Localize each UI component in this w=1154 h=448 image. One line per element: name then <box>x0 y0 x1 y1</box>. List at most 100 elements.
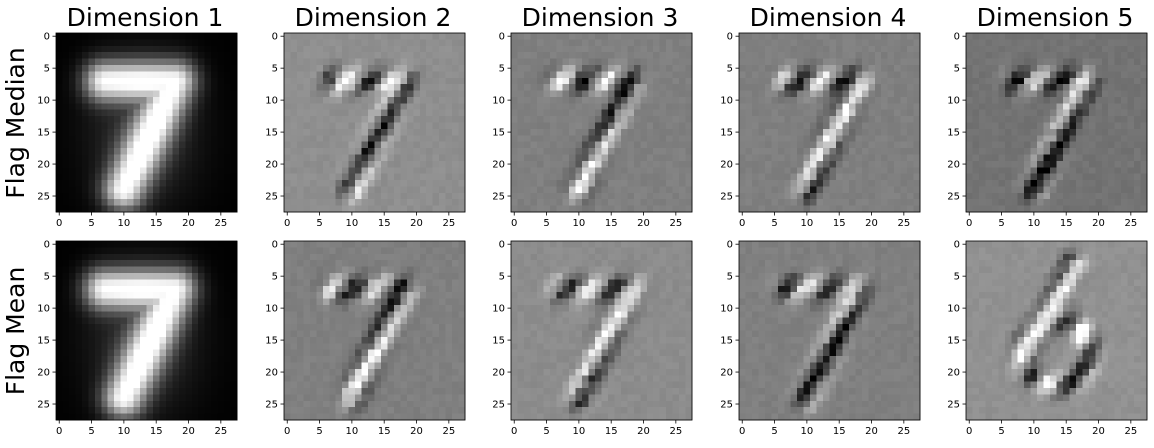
heatmap-cell <box>536 71 544 79</box>
heatmap-cell <box>204 167 212 174</box>
heatmap-cell <box>348 148 356 155</box>
heatmap-cell <box>107 324 115 331</box>
heatmap-cell <box>640 186 648 194</box>
heatmap-cell <box>1121 77 1128 85</box>
heatmap-cell <box>114 356 121 363</box>
heatmap-cell <box>1017 154 1025 162</box>
heatmap-cell <box>679 205 686 213</box>
heatmap-cell <box>452 64 459 72</box>
heatmap-cell <box>985 135 993 143</box>
heatmap-cell <box>823 71 830 79</box>
heatmap-cell <box>107 362 115 370</box>
heatmap-cell <box>784 199 792 206</box>
heatmap-cell <box>640 58 648 66</box>
heatmap-cell <box>165 381 173 389</box>
heatmap-cell <box>387 148 395 155</box>
heatmap-cell <box>913 58 921 66</box>
heatmap-cell <box>114 141 121 149</box>
heatmap-cell <box>549 45 557 53</box>
heatmap-cell <box>316 77 324 85</box>
heatmap-cell <box>101 279 109 287</box>
heatmap-cell <box>355 116 362 123</box>
heatmap-cell <box>913 77 921 85</box>
heatmap-cell <box>855 141 863 149</box>
heatmap-cell <box>556 192 564 200</box>
heatmap-cell <box>868 33 876 40</box>
heatmap-cell <box>120 96 128 104</box>
heatmap-cell <box>56 52 63 59</box>
heatmap-cell <box>224 381 231 389</box>
heatmap-cell <box>81 154 89 162</box>
heatmap-cell <box>439 103 446 111</box>
heatmap-cell <box>588 77 596 85</box>
heatmap-cell <box>152 128 160 136</box>
heatmap-cell <box>165 180 173 187</box>
heatmap-cell <box>230 160 238 168</box>
heatmap-cell <box>284 253 291 261</box>
heatmap-cell <box>165 96 173 104</box>
heatmap-cell <box>303 241 311 248</box>
heatmap-cell <box>159 394 167 402</box>
heatmap-cell <box>739 84 746 91</box>
heatmap-cell <box>978 64 986 72</box>
heatmap-cell <box>745 192 753 200</box>
heatmap-cell <box>607 205 615 213</box>
heatmap-cell <box>855 160 863 168</box>
heatmap-cell <box>881 33 889 40</box>
heatmap-cell <box>868 71 876 79</box>
heatmap-cell <box>588 103 596 111</box>
heatmap-cell <box>361 84 369 91</box>
heatmap-cell <box>217 58 225 66</box>
heatmap-cell <box>627 160 635 168</box>
heatmap-cell <box>290 71 298 79</box>
heatmap-cell <box>348 260 356 267</box>
heatmap-cell <box>114 135 121 143</box>
heatmap-cell <box>1134 103 1141 111</box>
heatmap-cell <box>159 407 167 414</box>
heatmap-cell <box>303 135 311 143</box>
heatmap-cell <box>797 84 804 91</box>
heatmap-cell <box>204 154 212 162</box>
heatmap-cell <box>607 52 615 59</box>
heatmap-cell <box>165 52 173 59</box>
heatmap-cell <box>107 33 115 40</box>
heatmap-cell <box>569 122 576 130</box>
heatmap-cell <box>335 186 343 194</box>
heatmap-cell <box>1011 84 1019 91</box>
heatmap-cell <box>230 362 238 370</box>
heatmap-cell <box>191 154 199 162</box>
heatmap-cell <box>842 135 850 143</box>
heatmap-cell <box>1069 103 1077 111</box>
heatmap-cell <box>1108 39 1116 47</box>
heatmap-cell <box>368 33 375 40</box>
heatmap-cell <box>133 356 141 363</box>
heatmap-cell <box>1101 128 1109 136</box>
heatmap-cell <box>88 186 96 194</box>
heatmap-cell <box>653 64 661 72</box>
heatmap-cell <box>114 260 121 267</box>
heatmap-cell <box>432 141 440 149</box>
heatmap-cell <box>1056 103 1064 111</box>
heatmap-cell <box>588 148 596 155</box>
heatmap-cell <box>666 103 673 111</box>
heatmap-cell <box>530 84 538 91</box>
heatmap-cell <box>204 122 212 130</box>
heatmap-cell <box>1095 33 1103 40</box>
heatmap-cell <box>900 90 908 98</box>
heatmap-cell <box>120 336 128 344</box>
heatmap-cell <box>1082 58 1090 66</box>
heatmap-cell <box>374 154 382 162</box>
heatmap-cell <box>874 96 882 104</box>
heatmap-cell <box>797 205 804 213</box>
heatmap-cell <box>120 330 128 338</box>
heatmap-cell <box>419 64 427 72</box>
heatmap-cell <box>204 199 212 206</box>
heatmap-cell <box>972 71 980 79</box>
heatmap-cell <box>1004 58 1012 66</box>
heatmap-cell <box>1017 33 1025 40</box>
heatmap-cell <box>985 39 993 47</box>
heatmap-cell <box>523 199 531 206</box>
heatmap-cell <box>523 122 531 130</box>
heatmap-cell <box>68 167 76 174</box>
heatmap-cell <box>107 71 115 79</box>
